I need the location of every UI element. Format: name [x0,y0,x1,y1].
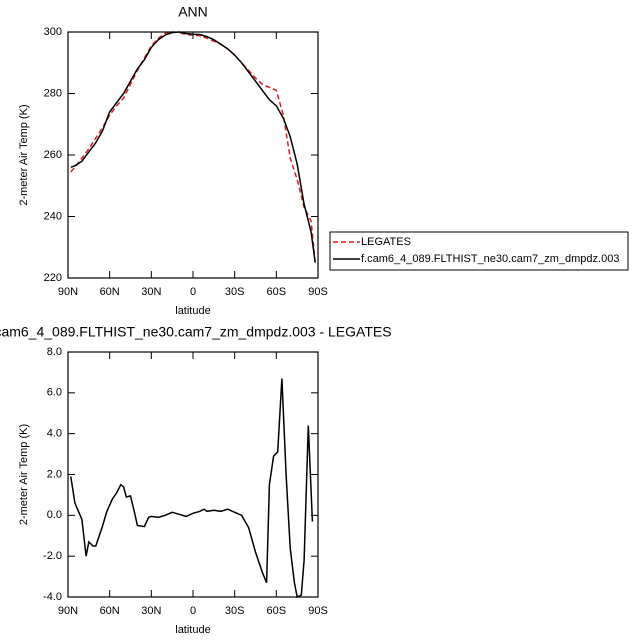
y-tick-label: 300 [44,26,62,38]
y-tick-label: 260 [44,149,62,161]
x-tick-label: 30N [141,286,161,298]
y-tick-label: 0.0 [47,509,62,521]
x-tick-label: 0 [190,286,196,298]
data-line [70,378,314,599]
y-tick-label: 280 [44,87,62,99]
y-axis-label: 2-meter Air Temp (K) [18,424,30,525]
legend-label: f.cam6_4_089.FLTHIST_ne30.cam7_zm_dmpdz.… [361,253,619,265]
x-tick-label: 90S [308,286,328,298]
x-tick-label: 90S [308,605,328,617]
legend-label: LEGATES [361,236,411,248]
x-tick-label: 60N [100,286,120,298]
x-tick-label: 60S [267,286,287,298]
plot-frame [67,31,319,279]
x-tick-label: 90N [58,286,78,298]
x-tick-label: 30S [225,605,245,617]
y-tick-label: 8.0 [47,346,62,358]
y-tick-label: 2.0 [47,468,62,480]
x-tick-label: 30N [141,605,161,617]
y-tick-label: -2.0 [43,550,62,562]
y-tick-label: 6.0 [47,387,62,399]
y-tick-label: -4.0 [43,591,62,603]
chart-title: cam6_4_089.FLTHIST_ne30.cam7_zm_dmpdz.00… [0,324,392,340]
data-line [70,31,316,263]
x-tick-label: 90N [58,605,78,617]
y-tick-label: 4.0 [47,428,62,440]
y-tick-label: 240 [44,210,62,222]
chart-title: ANN [178,4,208,20]
legend-box [329,231,629,271]
x-axis-label: latitude [175,305,210,317]
plot-frame [67,351,319,598]
x-tick-label: 60S [267,605,287,617]
x-tick-label: 60N [100,605,120,617]
y-axis-label: 2-meter Air Temp (K) [18,104,30,205]
y-tick-label: 220 [44,272,62,284]
data-line [70,31,316,263]
x-tick-label: 0 [190,605,196,617]
x-axis-label: latitude [175,624,210,636]
x-tick-label: 30S [225,286,245,298]
